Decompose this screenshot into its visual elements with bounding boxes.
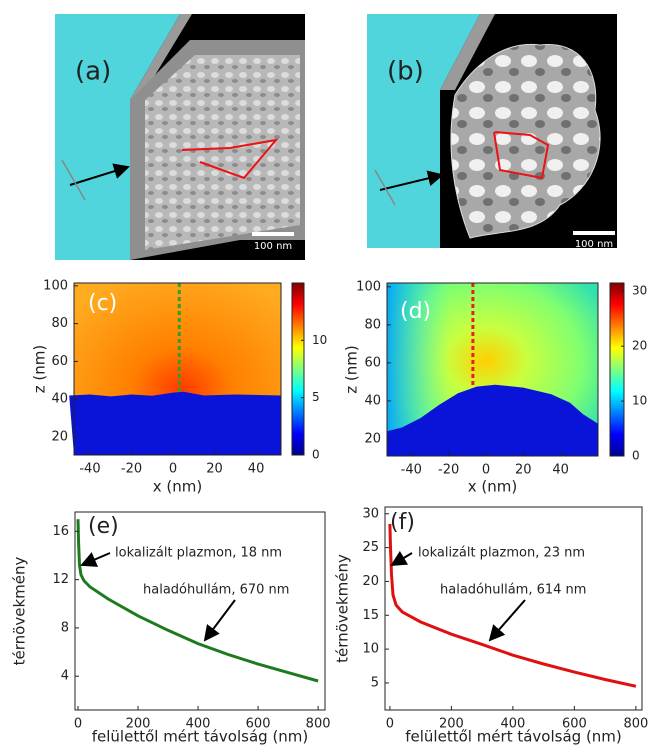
panel-label: (f) xyxy=(390,510,415,535)
x-tick-label: -40 xyxy=(79,462,100,477)
x-tick-label: 600 xyxy=(562,717,587,732)
y-tick-label: 60 xyxy=(364,355,381,370)
x-tick-label: 0 xyxy=(74,717,82,732)
plot-frame xyxy=(73,282,282,456)
x-tick-label: 600 xyxy=(246,717,271,732)
annotation-arrow xyxy=(390,550,413,567)
y-tick-label: 80 xyxy=(51,316,68,331)
y-tick-label: 60 xyxy=(51,354,68,369)
y-tick-label: 40 xyxy=(51,392,68,407)
render-a: (a) 100 nm xyxy=(55,14,305,260)
colorbar-tick-label: 10 xyxy=(312,333,327,347)
x-tick-label: -40 xyxy=(401,463,422,478)
x-tick-label: 0 xyxy=(386,717,394,732)
plot-frame xyxy=(384,506,643,711)
y-tick-label: 12 xyxy=(52,572,69,587)
colorbar-tick-label: 0 xyxy=(312,448,320,462)
x-tick-label: 400 xyxy=(186,717,211,732)
x-axis-label: felülettől mért távolság (nm) xyxy=(405,728,622,746)
scale-bar-label: 100 nm xyxy=(575,239,613,250)
y-tick-label: 80 xyxy=(364,317,381,332)
annotation: haladóhullám, 614 nm xyxy=(440,583,586,598)
y-tick-label: 40 xyxy=(364,393,381,408)
y-axis-label: térnövekmény xyxy=(11,557,29,666)
y-tick-label: 20 xyxy=(364,431,381,446)
y-tick-label: 25 xyxy=(362,540,379,555)
x-tick-label: 200 xyxy=(439,717,464,732)
y-axis-label: z (nm) xyxy=(31,345,49,393)
x-tick-label: 40 xyxy=(552,463,569,478)
y-tick-label: 15 xyxy=(362,608,379,623)
annotation-arrow xyxy=(488,599,526,642)
x-tick-label: 20 xyxy=(206,462,223,477)
y-axis-label: z (nm) xyxy=(343,345,361,393)
data-line xyxy=(76,519,319,683)
y-tick-label: 100 xyxy=(356,279,381,294)
y-tick-label: 4 xyxy=(61,669,69,684)
colorbar xyxy=(609,282,625,457)
annotation: lokalizált plazmon, 18 nm xyxy=(115,546,282,561)
colorbar-tick-label: 30 xyxy=(632,284,647,298)
colorbar-tick-label: 0 xyxy=(632,449,640,463)
x-axis-label: x (nm) xyxy=(468,478,517,496)
y-tick-label: 8 xyxy=(61,620,69,635)
panel-label: (c) xyxy=(88,291,117,316)
metal-region xyxy=(387,384,598,456)
y-tick-label: 30 xyxy=(362,506,379,521)
x-axis-label: felülettől mért távolság (nm) xyxy=(92,728,309,746)
y-tick-label: 10 xyxy=(362,642,379,657)
x-tick-label: 400 xyxy=(500,717,525,732)
panel-label: (e) xyxy=(88,514,119,539)
x-axis-label: x (nm) xyxy=(153,478,202,496)
y-tick-label: 20 xyxy=(51,430,68,445)
y-axis-label: térnövekmény xyxy=(334,554,352,663)
x-tick-label: 200 xyxy=(126,717,151,732)
metal-region xyxy=(69,391,281,455)
y-tick-label: 5 xyxy=(371,675,379,690)
annotation-arrow xyxy=(203,599,236,642)
x-tick-label: 0 xyxy=(482,463,490,478)
colorbar-tick-label: 10 xyxy=(632,394,647,408)
panel-label: (d) xyxy=(400,299,431,324)
x-tick-label: 800 xyxy=(623,717,648,732)
annotation: haladóhullám, 670 nm xyxy=(143,583,289,598)
plot-frame xyxy=(386,282,599,457)
scale-bar-label: 100 nm xyxy=(254,241,292,252)
plot-frame xyxy=(74,511,326,711)
render-b: (b) 100 nm xyxy=(367,14,617,250)
y-tick-label: 20 xyxy=(362,574,379,589)
y-tick-label: 16 xyxy=(52,524,69,539)
x-tick-label: 800 xyxy=(306,717,331,732)
x-tick-label: -20 xyxy=(121,462,142,477)
x-tick-label: 0 xyxy=(169,462,177,477)
colorbar xyxy=(291,282,305,456)
data-line xyxy=(388,523,637,688)
colorbar-tick-label: 20 xyxy=(632,339,647,353)
annotation-arrow xyxy=(80,552,111,567)
panel-label: (b) xyxy=(387,57,424,87)
x-tick-label: 40 xyxy=(248,462,265,477)
x-tick-label: -20 xyxy=(438,463,459,478)
x-tick-label: 20 xyxy=(515,463,532,478)
y-tick-label: 100 xyxy=(43,278,68,293)
annotation: lokalizált plazmon, 23 nm xyxy=(418,546,585,561)
panel-label: (a) xyxy=(75,57,111,87)
colorbar-tick-label: 5 xyxy=(312,390,320,404)
